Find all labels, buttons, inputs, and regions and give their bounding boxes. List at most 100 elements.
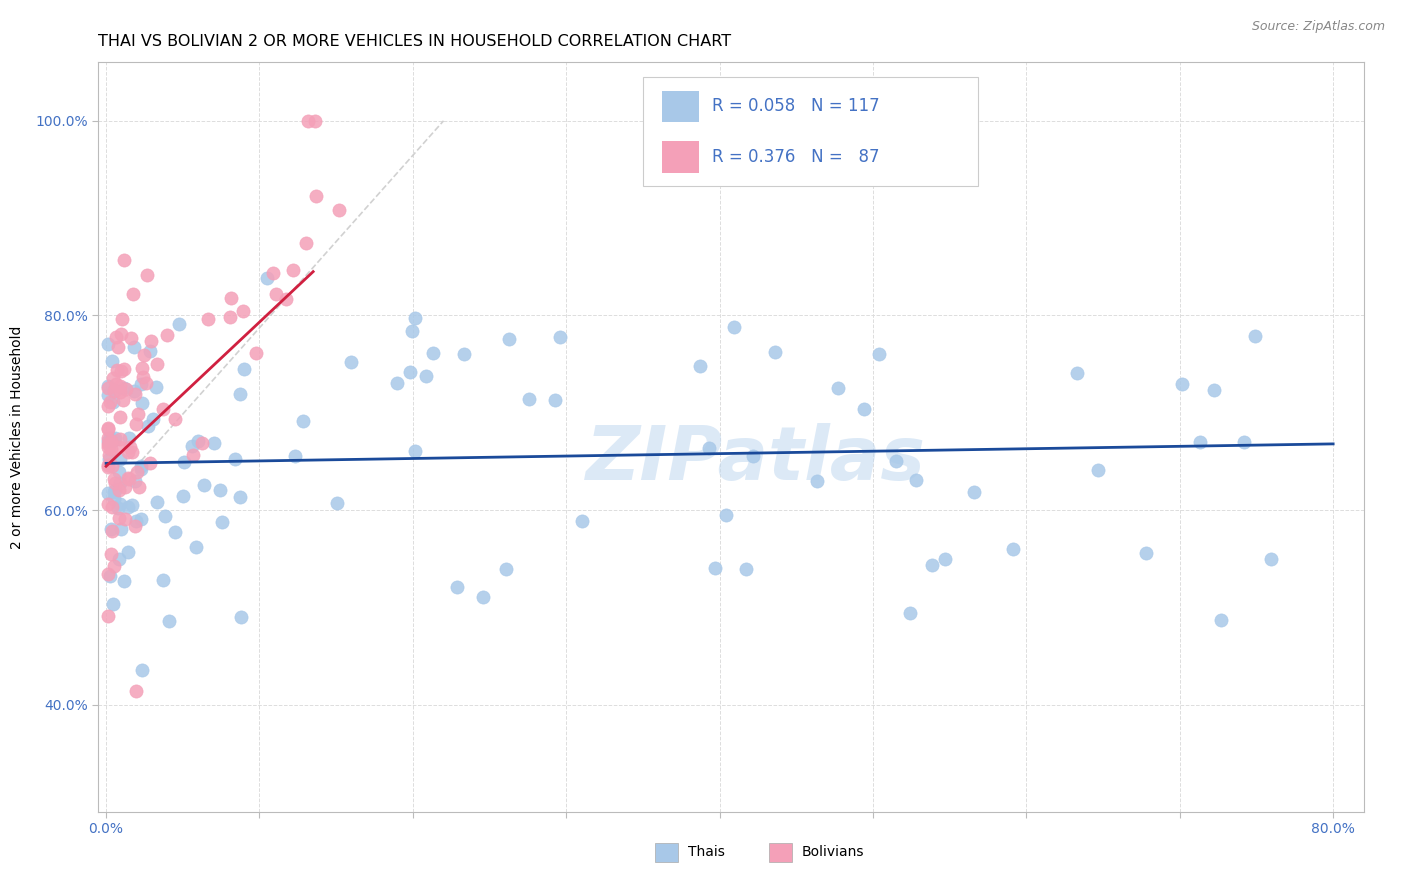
Point	[404, 311, 426, 326]
Point	[295, 235, 318, 250]
Point	[117, 500, 139, 514]
Point	[98, 432, 121, 446]
Point	[97, 486, 120, 500]
Point	[97, 431, 120, 445]
Point	[131, 361, 153, 376]
Point	[152, 402, 174, 417]
Point	[232, 304, 254, 318]
Point	[229, 609, 252, 624]
Point	[108, 497, 131, 511]
Point	[97, 379, 120, 393]
Point	[714, 508, 737, 522]
Point	[100, 442, 122, 456]
Point	[1211, 614, 1233, 628]
Point	[256, 270, 278, 285]
Point	[1260, 552, 1282, 566]
Point	[193, 477, 215, 491]
Point	[97, 399, 120, 413]
Point	[131, 663, 153, 677]
Point	[112, 381, 135, 395]
Point	[97, 609, 120, 624]
Point	[118, 431, 141, 445]
Point	[304, 113, 326, 128]
Text: ZIPatlas: ZIPatlas	[586, 423, 927, 496]
Point	[297, 114, 319, 128]
Point	[399, 365, 422, 379]
Point	[1189, 434, 1212, 449]
Text: Bolivians: Bolivians	[801, 846, 865, 859]
Point	[110, 432, 132, 446]
Point	[1087, 463, 1109, 477]
Point	[122, 287, 145, 301]
Point	[387, 376, 409, 390]
Point	[229, 490, 252, 504]
Point	[127, 408, 149, 422]
Point	[117, 471, 139, 485]
Point	[224, 452, 246, 467]
Text: R = 0.376   N =   87: R = 0.376 N = 87	[711, 148, 880, 166]
Point	[283, 263, 305, 277]
Point	[495, 562, 517, 576]
Point	[108, 440, 131, 454]
Point	[112, 574, 135, 589]
Point	[1170, 376, 1192, 391]
Point	[108, 552, 131, 566]
Text: Source: ZipAtlas.com: Source: ZipAtlas.com	[1251, 20, 1385, 33]
Point	[742, 449, 765, 463]
Point	[135, 268, 157, 282]
Point	[110, 451, 132, 466]
Point	[97, 337, 120, 351]
Point	[124, 386, 146, 401]
Point	[107, 340, 129, 354]
Point	[112, 362, 135, 376]
Point	[114, 512, 136, 526]
Point	[104, 376, 127, 391]
Point	[704, 561, 727, 575]
Point	[110, 364, 132, 378]
Point	[100, 547, 122, 561]
Text: Thais: Thais	[688, 846, 725, 859]
Point	[101, 524, 124, 538]
Point	[97, 437, 120, 451]
Point	[735, 562, 758, 576]
Point	[139, 344, 162, 359]
Point	[401, 324, 423, 338]
Point	[142, 411, 165, 425]
Point	[173, 455, 195, 469]
Point	[153, 509, 176, 524]
Point	[111, 392, 134, 407]
Point	[571, 514, 593, 528]
Point	[118, 440, 141, 454]
Point	[855, 167, 877, 181]
Point	[1233, 435, 1256, 450]
Point	[97, 452, 120, 467]
Point	[101, 459, 124, 474]
Point	[187, 434, 209, 448]
Point	[689, 359, 711, 373]
Point	[107, 500, 129, 515]
Text: R = 0.058   N = 117: R = 0.058 N = 117	[711, 97, 880, 115]
Point	[110, 522, 132, 536]
Point	[827, 381, 849, 395]
Bar	[655, 843, 678, 862]
Point	[97, 460, 120, 475]
Point	[183, 449, 205, 463]
Point	[898, 606, 921, 620]
Point	[108, 511, 131, 525]
Point	[139, 334, 162, 348]
Point	[446, 580, 468, 594]
Point	[131, 396, 153, 410]
Point	[1204, 384, 1226, 398]
Point	[163, 524, 186, 539]
Point	[129, 458, 152, 473]
Point	[117, 445, 139, 459]
Point	[103, 371, 125, 385]
Point	[110, 409, 132, 424]
Point	[97, 421, 120, 435]
Point	[97, 436, 120, 450]
Point	[132, 348, 155, 362]
Point	[108, 384, 131, 399]
Point	[104, 483, 127, 498]
Point	[328, 202, 350, 217]
Point	[963, 484, 986, 499]
